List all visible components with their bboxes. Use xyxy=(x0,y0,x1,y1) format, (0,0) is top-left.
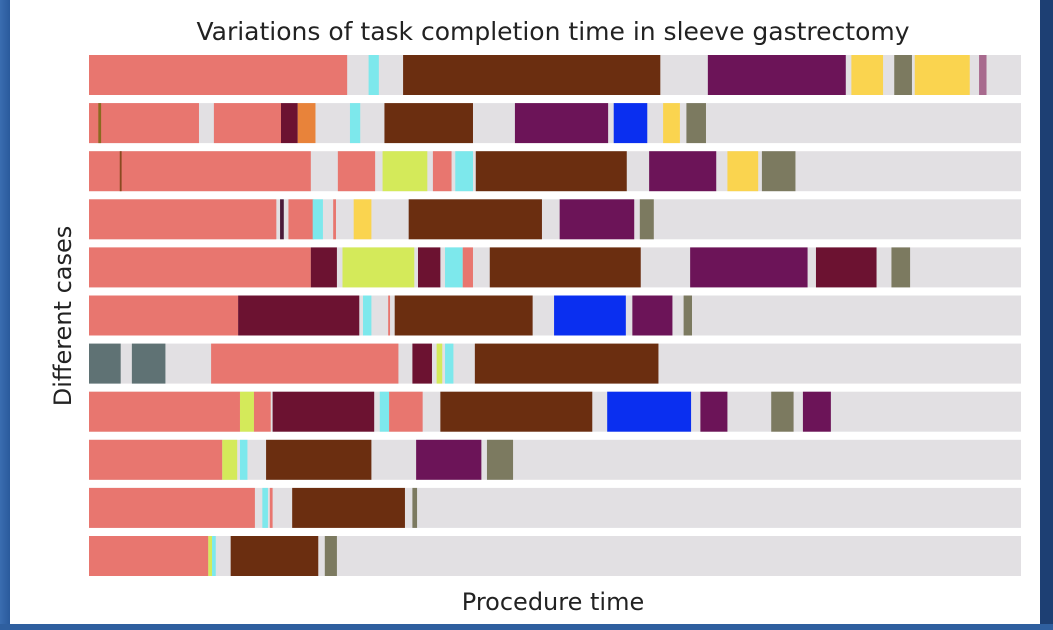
task-segment xyxy=(89,536,209,576)
task-segment xyxy=(815,247,877,288)
task-segment xyxy=(700,391,728,432)
task-segment xyxy=(663,103,680,144)
task-segment xyxy=(280,199,284,240)
task-segment xyxy=(131,343,166,384)
task-segment xyxy=(683,295,693,336)
task-segment xyxy=(253,391,271,432)
task-segment xyxy=(914,55,970,95)
task-segment xyxy=(559,199,635,240)
task-segment xyxy=(489,247,641,288)
task-segment xyxy=(238,295,360,336)
task-segment xyxy=(89,391,240,432)
task-segment xyxy=(288,199,314,240)
y-axis-label: Different cases xyxy=(49,226,77,406)
task-segment xyxy=(707,55,846,95)
task-segment xyxy=(89,199,277,240)
task-segment xyxy=(894,55,912,95)
task-segment xyxy=(445,247,463,288)
task-segment xyxy=(212,536,216,576)
task-segment xyxy=(474,343,659,384)
task-segment xyxy=(761,151,796,192)
task-segment xyxy=(89,247,311,288)
task-segment xyxy=(389,391,423,432)
task-segment xyxy=(213,103,281,144)
task-segment xyxy=(98,103,102,144)
task-segment xyxy=(89,55,348,95)
task-segment xyxy=(632,295,673,336)
task-segment xyxy=(337,151,376,192)
task-segment xyxy=(89,151,311,192)
task-segment xyxy=(486,439,514,480)
task-segment xyxy=(851,55,884,95)
task-segment xyxy=(208,536,213,576)
task-segment xyxy=(353,199,372,240)
task-segment xyxy=(417,247,441,288)
task-segment xyxy=(230,536,319,576)
task-segment xyxy=(324,536,337,576)
task-segment xyxy=(690,247,808,288)
task-segment xyxy=(379,391,390,432)
chart-title: Variations of task completion time in sl… xyxy=(196,17,909,46)
task-segment xyxy=(333,199,336,240)
task-segment xyxy=(89,439,223,480)
task-segment xyxy=(416,439,482,480)
task-segment xyxy=(514,103,609,144)
task-segment xyxy=(280,103,298,144)
task-segment xyxy=(384,103,473,144)
task-segment xyxy=(342,247,415,288)
task-segment xyxy=(297,103,316,144)
task-segment xyxy=(388,295,391,336)
task-segment xyxy=(475,151,627,192)
task-segment xyxy=(363,295,372,336)
task-segment xyxy=(727,151,759,192)
task-segment xyxy=(432,151,452,192)
task-segment xyxy=(412,487,418,528)
task-segment xyxy=(403,55,661,95)
task-segment xyxy=(440,391,593,432)
row-background xyxy=(89,536,1021,576)
task-segment xyxy=(613,103,648,144)
task-segment xyxy=(269,487,273,528)
bottom-strip xyxy=(0,624,1053,630)
task-segment xyxy=(455,151,473,192)
task-segment xyxy=(222,439,238,480)
task-segment xyxy=(239,439,248,480)
task-segment xyxy=(368,55,379,95)
task-segment xyxy=(211,343,399,384)
task-segment xyxy=(436,343,443,384)
task-segment xyxy=(686,103,706,144)
task-segment xyxy=(607,391,692,432)
task-segment xyxy=(554,295,626,336)
task-segment xyxy=(408,199,542,240)
task-segment xyxy=(771,391,794,432)
task-segment xyxy=(119,151,122,192)
task-segment xyxy=(310,247,337,288)
task-segment xyxy=(89,487,255,528)
task-segment xyxy=(382,151,428,192)
task-segment xyxy=(312,199,323,240)
task-segment xyxy=(891,247,911,288)
x-axis-label: Procedure time xyxy=(462,588,644,616)
task-segment xyxy=(262,487,268,528)
task-segment xyxy=(292,487,405,528)
task-segment xyxy=(802,391,831,432)
task-segment xyxy=(239,391,254,432)
task-segment xyxy=(272,391,375,432)
task-segment xyxy=(979,55,987,95)
task-segment xyxy=(445,343,454,384)
task-segment xyxy=(649,151,717,192)
task-segment xyxy=(89,103,199,144)
task-segment xyxy=(266,439,372,480)
task-segment xyxy=(349,103,361,144)
task-segment xyxy=(412,343,432,384)
task-segment xyxy=(394,295,533,336)
task-segment xyxy=(462,247,473,288)
task-segment xyxy=(89,343,121,384)
task-segment xyxy=(89,295,239,336)
task-segment xyxy=(639,199,654,240)
